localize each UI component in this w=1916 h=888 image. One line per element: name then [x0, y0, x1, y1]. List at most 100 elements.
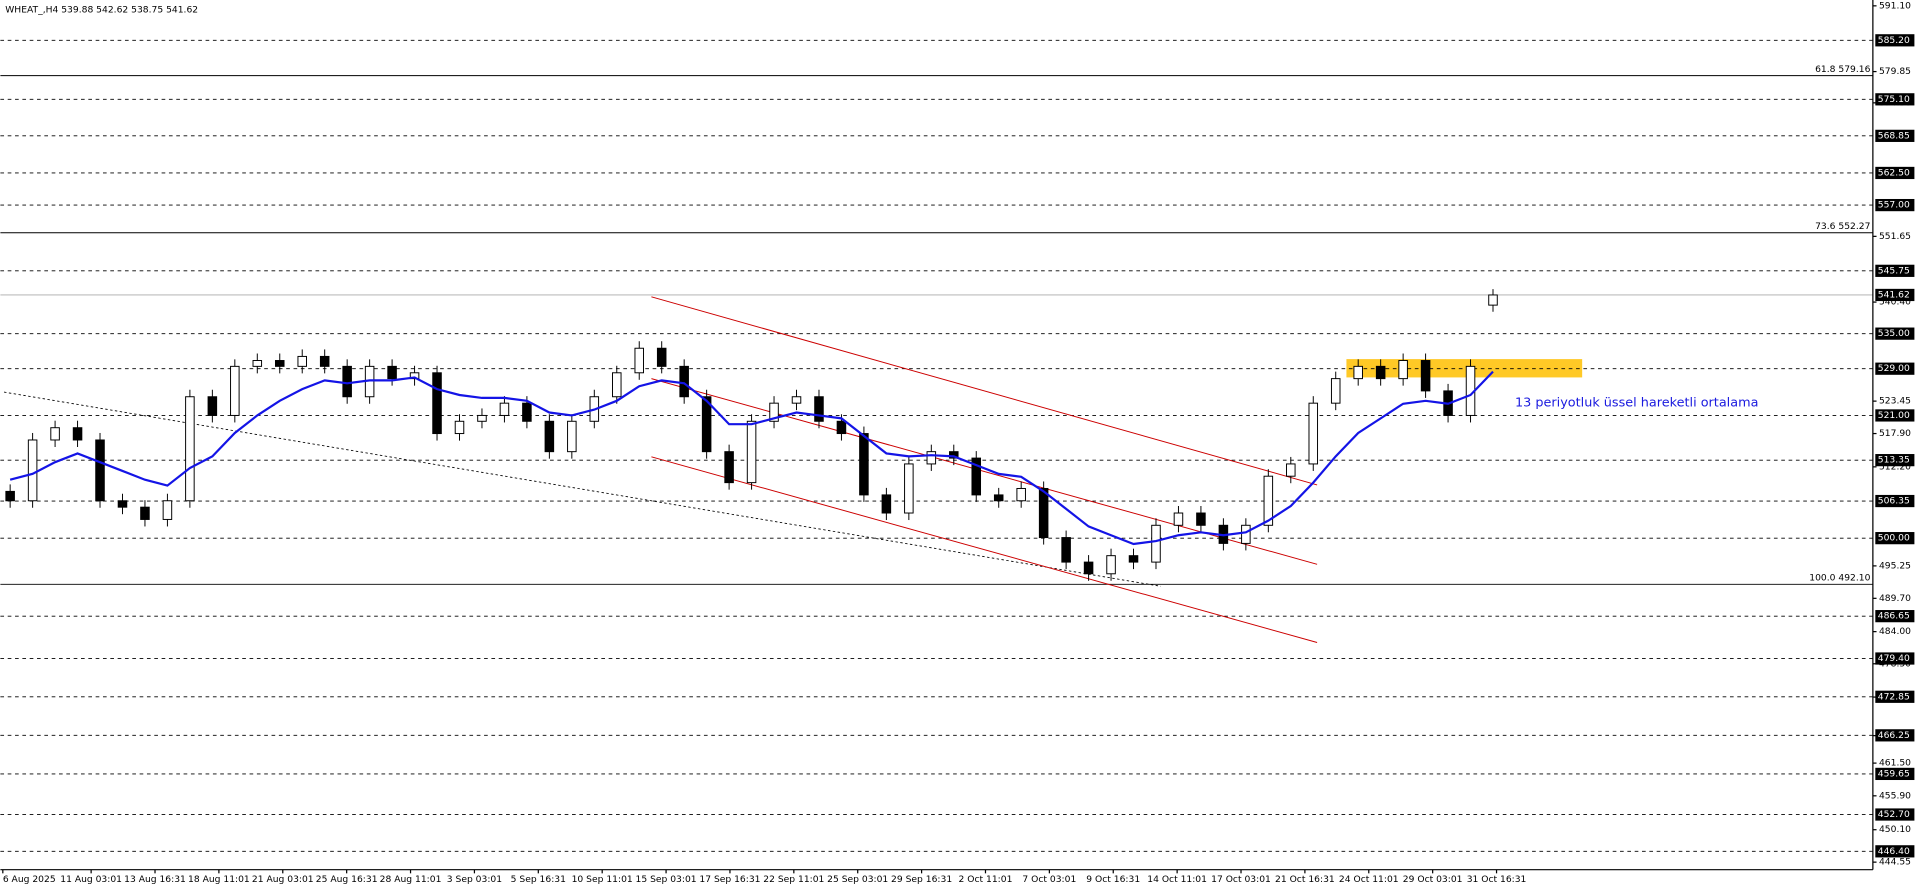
level-label: 486.65: [1878, 611, 1910, 622]
candle-body: [1128, 555, 1139, 563]
x-tick-label: 25 Aug 16:31: [316, 874, 378, 885]
y-tick-label: 484.00: [1879, 626, 1911, 637]
level-label: 562.50: [1878, 167, 1910, 178]
level-label-box: [1875, 327, 1915, 340]
candle-body: [971, 457, 982, 496]
plot: [5, 289, 1498, 581]
candle-body: [140, 506, 150, 520]
level-label: 506.35: [1878, 496, 1910, 507]
ema-annotation: 13 periyotluk üssel hareketli ortalama: [1515, 396, 1758, 411]
candle-body: [612, 372, 622, 398]
level-label-box: [1875, 409, 1915, 422]
level-label: 535.00: [1878, 328, 1910, 339]
level-label: 521.00: [1878, 410, 1910, 421]
candle-body: [791, 396, 802, 404]
x-tick-label: 3 Sep 03:01: [447, 874, 502, 885]
candle-body: [859, 433, 869, 496]
y-tick-label: 523.45: [1879, 396, 1911, 407]
x-tick-label: 29 Oct 03:01: [1403, 874, 1463, 885]
candle-body: [274, 360, 285, 367]
candle-body: [724, 451, 734, 484]
level-label: 479.40: [1878, 653, 1910, 664]
x-tick-label: 17 Sep 16:31: [699, 874, 760, 885]
y-tick-label: 489.70: [1879, 593, 1911, 604]
y-tick-label: 540.40: [1879, 297, 1911, 308]
candle-body: [1308, 402, 1319, 465]
price-label: 541.62: [1878, 289, 1910, 300]
level-label: 545.75: [1878, 265, 1910, 276]
level-label-box: [1875, 845, 1915, 858]
level-label: 529.00: [1878, 363, 1910, 374]
candle-body: [522, 402, 532, 422]
level-label-box: [1875, 729, 1915, 742]
candle-body: [993, 494, 1004, 502]
x-tick-label: 14 Oct 11:01: [1147, 874, 1207, 885]
candle-body: [926, 451, 937, 465]
chart-title: WHEAT_,H4 539.88 542.62 538.75 541.62: [5, 4, 198, 15]
x-tick-label: 28 Aug 11:01: [380, 874, 442, 885]
level-label: 575.10: [1878, 94, 1910, 105]
candle-body: [634, 347, 645, 374]
y-tick-label: 579.85: [1879, 66, 1911, 77]
x-tick-label: 22 Sep 11:01: [763, 874, 824, 885]
level-label-box: [1875, 808, 1915, 821]
candle-body: [27, 439, 38, 502]
y-tick-label: 551.65: [1879, 231, 1911, 242]
level-label-box: [1875, 166, 1915, 180]
candle-body: [1173, 512, 1184, 526]
level-label: 500.00: [1878, 533, 1910, 544]
candle-body: [1061, 537, 1071, 563]
candle-body: [746, 420, 757, 484]
x-tick-label: 5 Sep 16:31: [511, 874, 566, 885]
candle-body: [1286, 463, 1296, 477]
y-tick-label: 461.50: [1879, 758, 1911, 769]
x-tick-label: 10 Sep 11:01: [572, 874, 633, 885]
y-tick-label: 517.90: [1879, 428, 1911, 439]
level-label: 466.25: [1878, 730, 1910, 741]
fib-label: 73.6 552.27: [1815, 221, 1871, 232]
level-label-box: [1875, 610, 1915, 623]
x-tick-label: 29 Sep 16:31: [891, 874, 952, 885]
fib-label: 100.0 492.10: [1809, 573, 1870, 584]
candle-body: [769, 402, 779, 422]
candle-body: [1488, 294, 1498, 306]
candle-body: [1263, 475, 1274, 526]
candle-body: [1196, 512, 1206, 526]
x-tick-label: 2 Oct 11:01: [959, 874, 1013, 885]
candle-body: [679, 365, 689, 398]
level-label: 452.70: [1878, 809, 1910, 820]
level-label: 513.35: [1878, 455, 1910, 466]
candle-body: [1083, 561, 1094, 575]
x-tick-label: 13 Aug 16:31: [124, 874, 186, 885]
candle-body: [1398, 360, 1408, 380]
candle-body: [701, 396, 712, 453]
candle-body: [1016, 487, 1026, 502]
x-tick-label: 31 Oct 16:31: [1467, 874, 1527, 885]
x-tick-label: 9 Oct 16:31: [1086, 874, 1140, 885]
candle-body: [207, 396, 218, 416]
x-tick-label: 18 Aug 11:01: [188, 874, 250, 885]
level-label-box: [1875, 494, 1915, 508]
candle-body: [72, 427, 83, 441]
level-label: 446.40: [1878, 846, 1910, 857]
level-label-box: [1875, 264, 1915, 277]
level-label-box: [1875, 532, 1915, 545]
y-tick-label: 495.25: [1879, 560, 1911, 571]
candle-body: [454, 420, 465, 435]
candle-body: [1241, 524, 1251, 544]
candle-body: [1106, 555, 1116, 575]
x-tick-label: 11 Aug 03:01: [60, 874, 122, 885]
y-tick-label: 455.90: [1879, 790, 1911, 801]
candle-body: [342, 365, 352, 398]
level-label: 568.85: [1878, 130, 1910, 141]
level-label-box: [1875, 93, 1915, 106]
candle-body: [432, 372, 442, 435]
trend-line: [3, 391, 1161, 587]
level-label-box: [1875, 129, 1915, 142]
y-tick-label: 591.10: [1879, 0, 1911, 11]
candle-body: [544, 420, 555, 453]
candle-body: [230, 365, 240, 416]
y-tick-label: 444.55: [1879, 857, 1911, 868]
candle-body: [567, 420, 577, 453]
